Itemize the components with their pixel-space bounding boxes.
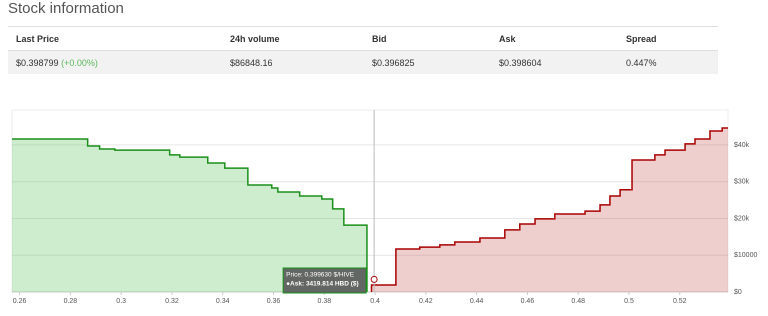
- tooltip-line: Price: 0.399630 $/HIVE: [286, 272, 355, 279]
- x-tick-label: 0.34: [216, 298, 230, 305]
- x-tick-label: 0.48: [571, 298, 585, 305]
- depth-chart: $0 $10000 $20k $30k $40k 0.26 0.28 0.3 0.32 0.34 0…: [11, 109, 757, 305]
- last-price: $0.398799: [16, 57, 59, 68]
- column-header: 24h volume: [222, 26, 364, 51]
- depth-area: [12, 139, 367, 292]
- column-header: Bid: [364, 26, 491, 51]
- x-tick-label: 0.36: [267, 298, 281, 305]
- column-header: Last Price: [8, 26, 222, 51]
- plot-background: [11, 109, 729, 293]
- y-tick-label: $20k: [734, 215, 750, 222]
- depth-line: [370, 127, 728, 292]
- x-tick-label: 0.26: [13, 298, 27, 305]
- hover-marker: [370, 275, 378, 283]
- change: (+0.00%): [61, 57, 98, 68]
- tooltip-line: ●Ask: 3419.814 HBD ($): [286, 281, 359, 288]
- y-tick-label: $30k: [734, 179, 750, 186]
- x-tick-label: 0.4: [370, 298, 380, 305]
- x-tick-label: 0.42: [419, 298, 433, 305]
- tooltip-box: [282, 267, 367, 294]
- x-tick-label: 0.28: [64, 298, 78, 305]
- y-tick-label: $0: [734, 289, 742, 296]
- depth-line: [12, 138, 368, 292]
- cell: $0.398799 (+0.00%): [8, 50, 222, 74]
- column-header: Ask: [491, 26, 618, 51]
- x-tick-label: 0.3: [116, 298, 126, 305]
- cell: $0.396825: [364, 50, 491, 74]
- x-tick-label: 0.44: [470, 298, 484, 305]
- x-tick-label: 0.38: [317, 298, 331, 305]
- y-tick-label: $40k: [734, 142, 750, 149]
- cell: $86848.16: [222, 50, 364, 74]
- tooltip: Price: 0.399630 $/HIVE ●Ask: 3419.814 HBD…: [282, 267, 367, 294]
- stock-table: Last Price 24h volume Bid Ask Spread $0.…: [8, 26, 718, 74]
- y-tick-label: $10000: [734, 252, 757, 259]
- cell: 0.447%: [618, 50, 718, 74]
- x-tick-label: 0.46: [521, 298, 535, 305]
- x-tick-label: 0.5: [624, 298, 634, 305]
- x-tick-label: 0.32: [165, 298, 179, 305]
- cell: $0.398604: [491, 50, 618, 74]
- page-title: Stock information: [8, 0, 124, 17]
- x-tick-label: 0.52: [673, 298, 687, 305]
- depth-area: [371, 128, 728, 292]
- column-header: Spread: [618, 26, 718, 51]
